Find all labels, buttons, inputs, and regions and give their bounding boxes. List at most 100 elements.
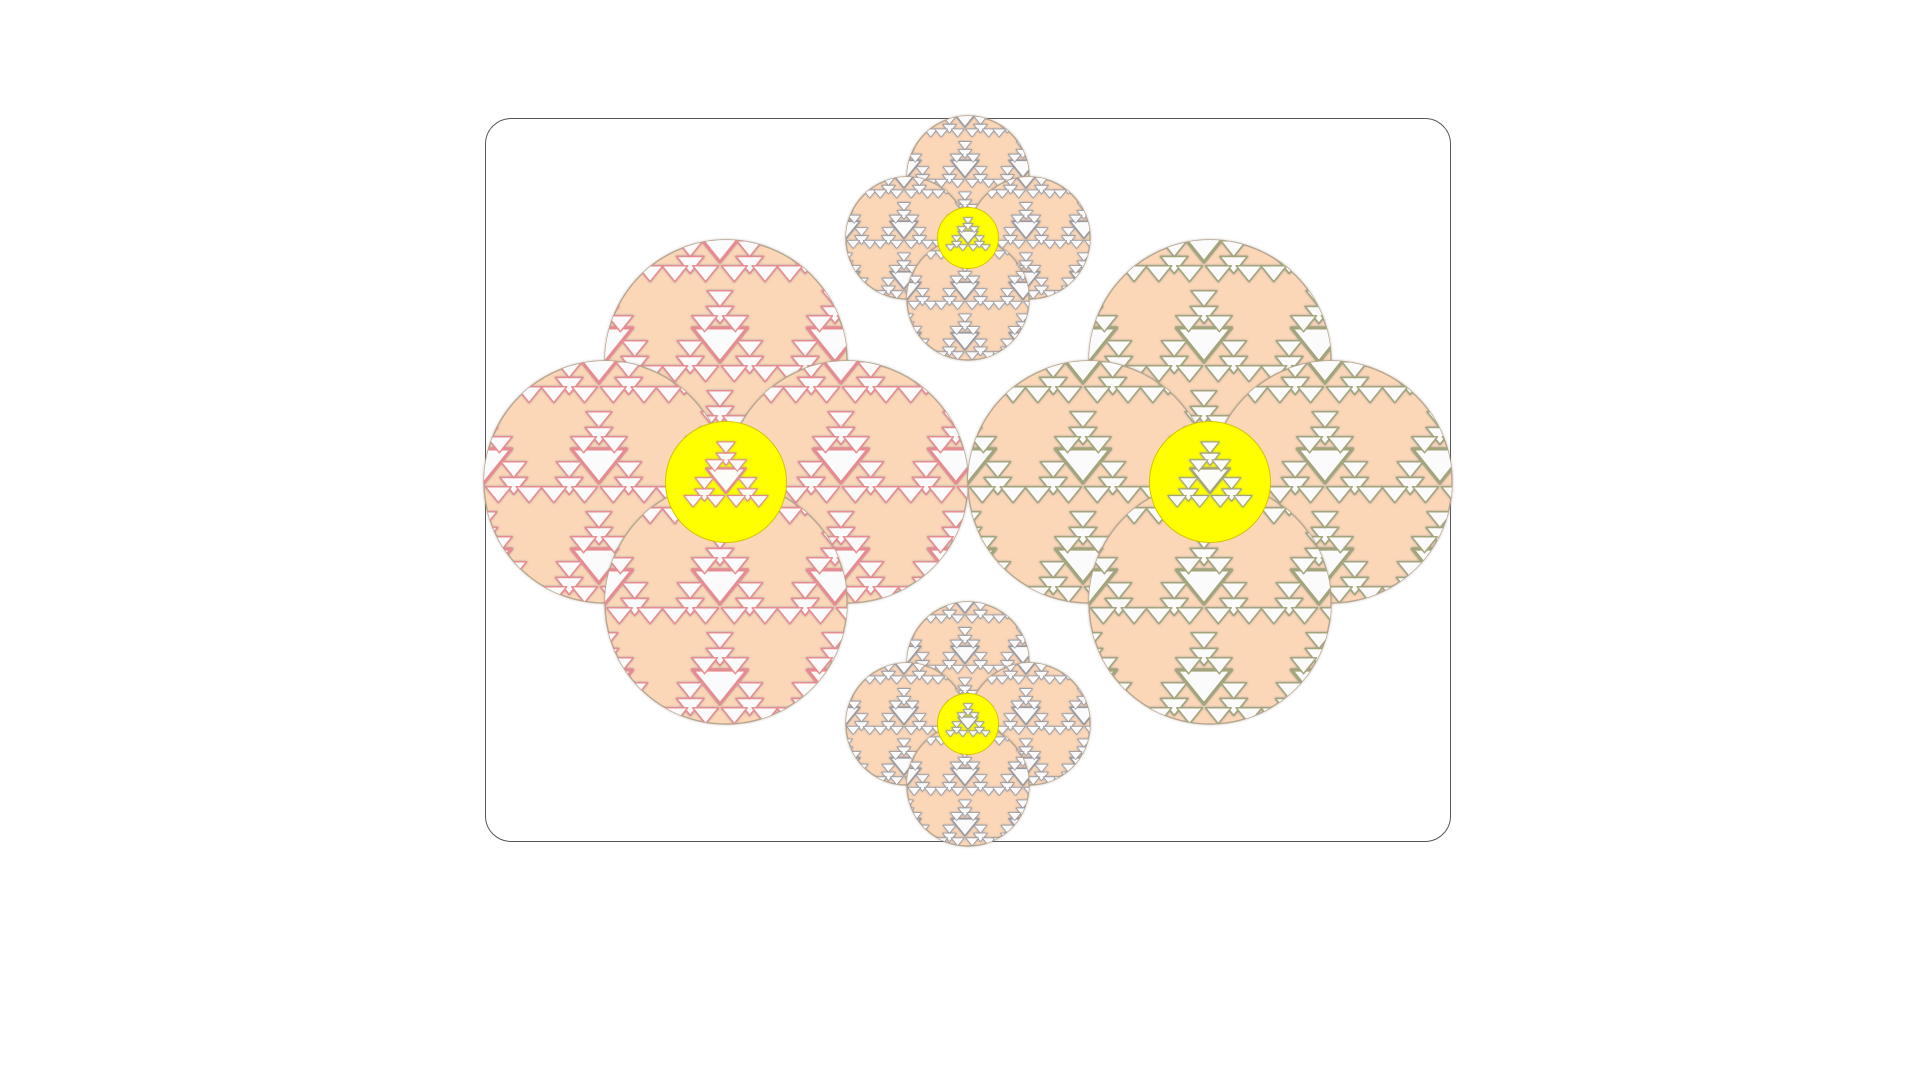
triangle-cutout: [1407, 808, 1433, 824]
triangle-cutout: [1092, 722, 1106, 731]
triangle-cutout: [1376, 808, 1402, 824]
triangle-cutout: [915, 346, 930, 357]
triangle-cutout: [922, 570, 977, 604]
triangle-cutout: [885, 884, 899, 893]
triangle-cutout: [821, 206, 849, 223]
triangle-cutout: [1024, 326, 1029, 336]
triangle-cutout: [1119, 823, 1133, 832]
triangle-cutout: [1086, 802, 1099, 810]
triangle-cutout: [585, 410, 613, 429]
triangle-cutout: [1406, 770, 1461, 804]
triangle-cutout: [457, 387, 483, 403]
triangle-cutout: [984, 460, 1012, 479]
triangle-cutout: [1127, 165, 1140, 173]
triangle-cutout: [751, 606, 779, 625]
triangle-cutout: [1007, 326, 1022, 336]
triangle-cutout: [1456, 377, 1484, 394]
triangle-cutout: [811, 435, 840, 454]
triangle-cutout: [897, 202, 911, 212]
triangle-cutout: [1145, 264, 1173, 283]
triangle-cutout: [1325, 385, 1354, 404]
triangle-cutout: [1090, 314, 1119, 333]
triangle-cutout: [1150, 722, 1164, 731]
triangle-cutout: [1391, 341, 1417, 357]
triangle-cutout: [832, 676, 845, 684]
triangle-cutout: [1008, 786, 1023, 796]
triangle-cutout: [1442, 637, 1468, 653]
triangle-cutout: [1083, 154, 1096, 162]
triangle-cutout: [500, 361, 528, 379]
triangle-cutout: [1260, 264, 1288, 283]
triangle-cutout: [1127, 215, 1140, 223]
triangle-cutout: [949, 326, 964, 336]
triangle-cutout: [1025, 863, 1038, 871]
triangle-cutout: [1289, 314, 1318, 333]
triangle-cutout: [847, 700, 862, 710]
triangle-cutout: [1074, 858, 1088, 867]
triangle-cutout: [1067, 768, 1095, 785]
triangle-cutout: [992, 351, 1007, 360]
triangle-cutout: [806, 606, 835, 625]
triangle-cutout: [691, 264, 720, 283]
triangle-cutout: [484, 510, 498, 529]
triangle-cutout: [1325, 485, 1354, 504]
triangle-cutout: [1466, 466, 1492, 482]
triangle-cutout: [943, 884, 957, 893]
triangle-cutout: [882, 329, 895, 337]
triangle-cutout: [1321, 758, 1347, 774]
triangle-cutout: [1451, 541, 1477, 557]
triangle-cutout: [950, 645, 980, 665]
triangle-cutout: [841, 485, 870, 504]
triangle-cutout: [1395, 576, 1425, 596]
triangle-cutout: [585, 510, 613, 529]
triangle-cutout: [1557, 537, 1583, 553]
triangle-cutout: [951, 366, 977, 382]
triangle-cutout: [1527, 637, 1553, 653]
triangle-cutout: [924, 577, 952, 594]
triangle-cutout: [900, 99, 914, 108]
triangle-cutout: [1069, 663, 1090, 675]
triangle-cutout: [1037, 341, 1050, 349]
triangle-cutout: [1128, 726, 1141, 734]
triangle-cutout: [995, 675, 1010, 685]
triangle-cutout: [927, 485, 956, 504]
triangle-cutout: [1090, 556, 1119, 575]
triangle-cutout: [1069, 706, 1090, 726]
triangle-cutout: [1053, 675, 1068, 685]
triangle-cutout: [1019, 202, 1033, 212]
triangle-cutout: [1043, 341, 1056, 349]
triangle-cutout: [1127, 802, 1140, 810]
triangle-cutout: [484, 385, 513, 404]
triangle-cutout: [1016, 91, 1029, 99]
triangle-cutout: [1083, 485, 1112, 504]
triangle-cutout: [1290, 606, 1319, 625]
triangle-cutout: [1296, 385, 1325, 404]
center-triangle-cutout: [980, 730, 991, 738]
triangle-cutout: [943, 398, 957, 407]
triangle-cutout: [889, 290, 904, 299]
triangle-cutout: [1058, 884, 1072, 893]
triangle-cutout: [706, 748, 734, 765]
triangle-cutout: [1051, 787, 1064, 795]
triangle-cutout: [1051, 838, 1064, 846]
triangle-cutout: [1068, 751, 1083, 761]
triangle-cutout: [540, 385, 568, 404]
triangle-cutout: [1043, 337, 1069, 353]
triangle-cutout: [440, 577, 468, 594]
triangle-cutout: [839, 797, 853, 806]
triangle-cutout: [908, 888, 921, 896]
triangle-cutout: [1089, 606, 1118, 625]
triangle-cutout: [885, 347, 899, 356]
triangle-cutout: [1135, 789, 1148, 797]
triangle-cutout: [872, 385, 900, 404]
triangle-cutout: [1093, 714, 1106, 722]
triangle-cutout: [1089, 326, 1119, 364]
triangle-cutout: [1084, 189, 1090, 199]
triangle-cutout: [1031, 347, 1045, 356]
triangle-cutout: [1062, 808, 1088, 824]
triangle-cutout: [1032, 876, 1045, 884]
triangle-cutout: [851, 798, 879, 815]
triangle-cutout: [873, 725, 888, 735]
triangle-cutout: [1160, 339, 1188, 358]
triangle-cutout: [1143, 190, 1156, 198]
